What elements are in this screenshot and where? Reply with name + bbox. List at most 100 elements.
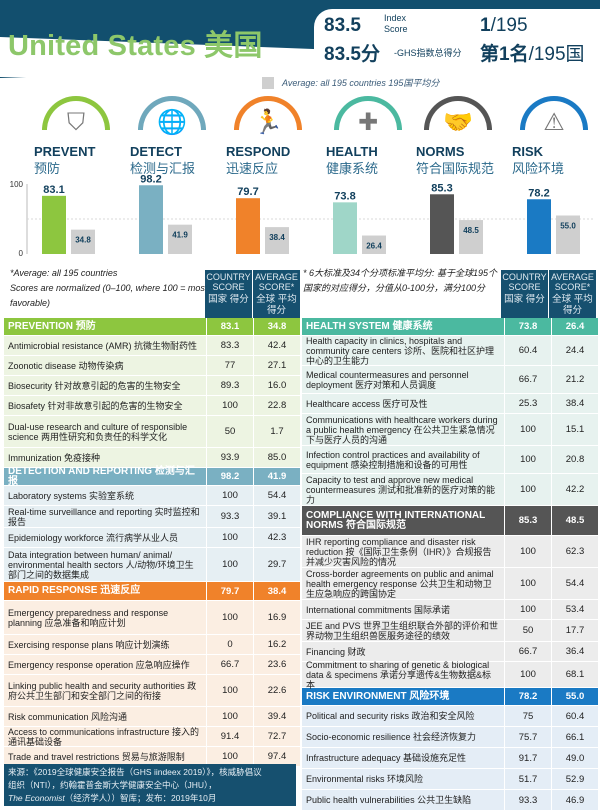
table-row: Zoonotic disease 动物传染病 77 27.1 <box>4 356 300 376</box>
rank-total: /195 <box>490 15 528 36</box>
indicator-average-score: 16.2 <box>253 635 300 654</box>
table-row: Environmental risks 环境风险 51.7 52.9 <box>302 769 598 790</box>
indicator-country-score: 100 <box>504 446 551 473</box>
table-row: Emergency preparedness and response plan… <box>4 601 300 635</box>
indicator-average-score: 60.4 <box>551 706 598 726</box>
table-row: Communications with healthcare workers d… <box>302 414 598 446</box>
indicator-name: Socio-economic resilience 社会经济恢复力 <box>306 732 477 742</box>
footer-line1: 来源：《2019全球健康安全报告（GHS iindeex 2019）》，核威胁倡… <box>8 767 262 777</box>
table-row: Commitment to sharing of genetic & biolo… <box>302 660 598 690</box>
col-average-cn: 全球 平均得分 <box>256 294 297 316</box>
table-row: IHR reporting compliance and disaster ri… <box>302 536 598 568</box>
indicator-average-score: 46.9 <box>551 790 598 810</box>
indicator-country-score: 100 <box>206 486 253 505</box>
indicator-name: Zoonotic disease 动物传染病 <box>8 360 124 371</box>
indicator-country-score: 0 <box>206 635 253 654</box>
bar-country-risk <box>527 199 551 254</box>
indicator-name: Antimicrobial resistance (AMR) 抗微生物耐药性 <box>8 340 198 351</box>
indicator-country-score: 50 <box>206 416 253 447</box>
indicator-average-score: 85.0 <box>253 448 300 467</box>
table-row: Laboratory systems 实验室系统 100 54.4 <box>4 486 300 506</box>
indicator-average-score: 72.7 <box>253 727 300 746</box>
pillar-label-en: PREVENT <box>34 144 96 159</box>
pillar-label-en: NORMS <box>416 144 465 159</box>
table-row: Healthcare access 医疗可及性 25.3 38.4 <box>302 394 598 414</box>
left-score-table: PREVENTION 预防 83.1 34.8 Antimicrobial resis… <box>4 318 300 767</box>
category-row: PREVENTION 预防 83.1 34.8 <box>4 318 300 336</box>
indicator-name: Public health vulnerabilities 公共卫生缺陷 <box>306 795 472 805</box>
notes-right: * 6大标准及34个分项标准平均分: 基于全球195个国家的对应得分，分值从0-… <box>303 268 498 293</box>
medical-kit-icon: ✚ <box>357 109 379 136</box>
table-row: Data integration between human/ animal/ … <box>4 548 300 582</box>
col-header-country-right: COUNTRY SCORE 国家 得分 <box>501 270 548 318</box>
indicator-country-score: 100 <box>504 600 551 619</box>
indicator-country-score: 51.7 <box>504 769 551 789</box>
rank-value: 1 <box>480 15 491 36</box>
table-row: Health capacity in clinics, hospitals an… <box>302 336 598 366</box>
bar-country-norms <box>430 194 454 254</box>
indicator-country-score: 100 <box>504 414 551 445</box>
indicator-country-score: 25.3 <box>504 394 551 413</box>
table-row: Capacity to test and approve new medical… <box>302 474 598 506</box>
col-average-cn: 全球 平均得分 <box>552 294 593 316</box>
shield-icon: ⛉ <box>67 109 85 136</box>
indicator-country-score: 100 <box>206 548 253 581</box>
indicator-country-score: 66.7 <box>504 366 551 393</box>
indicator-average-score: 62.3 <box>551 536 598 567</box>
indicator-name: Epidemiology workforce 流行病学从业人员 <box>8 532 179 543</box>
indicator-country-score: 91.4 <box>206 727 253 746</box>
table-row: Biosecurity 针对故意引起的危害的生物安全 89.3 16.0 <box>4 376 300 396</box>
category-average-score: 38.4 <box>253 582 300 600</box>
rank-cn-value: 第1名 <box>480 44 529 65</box>
indicator-average-score: 27.1 <box>253 356 300 375</box>
bar-average-norms <box>459 220 483 254</box>
pillar-label-en: RISK <box>512 144 544 159</box>
indicator-average-score: 42.2 <box>551 474 598 505</box>
indicator-country-score: 100 <box>206 747 253 766</box>
bar-label-average: 26.4 <box>366 242 382 251</box>
indicator-average-score: 22.8 <box>253 396 300 415</box>
indicator-name: Access to communications infrastructure … <box>8 726 200 747</box>
table-row: Emergency response operation 应急响应操作 66.7 2… <box>4 655 300 675</box>
footer-economist: The Economist <box>8 793 65 803</box>
table-row: Cross-border agreements on public and an… <box>302 568 598 600</box>
indicator-name: Trade and travel restrictions 贸易与旅游限制 <box>8 751 185 762</box>
notes-left: *Average: all 195 countries Scores are n… <box>10 266 210 311</box>
index-score-cn: 83.5分 <box>324 44 380 65</box>
indicator-average-score: 53.4 <box>551 600 598 619</box>
category-row: RISK ENVIRONMENT 风险环境 78.2 55.0 <box>302 688 598 706</box>
indicator-name: Immunization 免疫接种 <box>8 452 101 463</box>
y-tick-label: 100 <box>10 180 24 189</box>
category-name: PREVENTION 预防 <box>8 320 96 332</box>
indicator-average-score: 17.7 <box>551 620 598 641</box>
table-row: Real-time surveillance and reporting 实时监… <box>4 506 300 528</box>
indicator-country-score: 100 <box>206 528 253 547</box>
indicator-country-score: 100 <box>504 568 551 599</box>
pillar-label-cn: 符合国际规范 <box>416 161 495 176</box>
col-average-en: AVERAGE SCORE* <box>551 272 594 292</box>
pillar-label-cn: 迅速反应 <box>226 161 279 176</box>
category-name: DETECTION AND REPORTING 检测与汇报 <box>8 465 195 487</box>
indicator-country-score: 91.7 <box>504 748 551 768</box>
indicator-average-score: 16.0 <box>253 376 300 395</box>
rank: 1/195 <box>480 15 528 37</box>
warning-icon: ⚠ <box>543 109 565 136</box>
bar-label-country: 78.2 <box>528 187 549 199</box>
rank-cn: 第1名/195国 <box>480 39 585 66</box>
bar-label-average: 48.5 <box>463 226 479 235</box>
indicator-average-score: 97.4 <box>253 747 300 766</box>
pillar-label-cn: 健康系统 <box>326 161 379 176</box>
indicator-country-score: 100 <box>504 662 551 687</box>
indicator-average-score: 54.4 <box>551 568 598 599</box>
indicator-name: Infection control practices and availabi… <box>306 449 480 470</box>
indicator-name: Cross-border agreements on public and an… <box>306 568 494 599</box>
indicator-name: Exercising response plans 响应计划演练 <box>8 639 170 650</box>
indicator-country-score: 75 <box>504 706 551 726</box>
table-row: Socio-economic resilience 社会经济恢复力 75.7 66.… <box>302 727 598 748</box>
table-row: Immunization 免疫接种 93.9 85.0 <box>4 448 300 468</box>
table-row: Linking public health and security autho… <box>4 675 300 707</box>
indicator-average-score: 24.4 <box>551 336 598 365</box>
average-swatch <box>262 76 274 89</box>
category-row: HEALTH SYSTEM 健康系统 73.8 26.4 <box>302 318 598 336</box>
footer-line3: The Economist（经济学人））智库；发布：2019年10月 <box>8 792 292 805</box>
